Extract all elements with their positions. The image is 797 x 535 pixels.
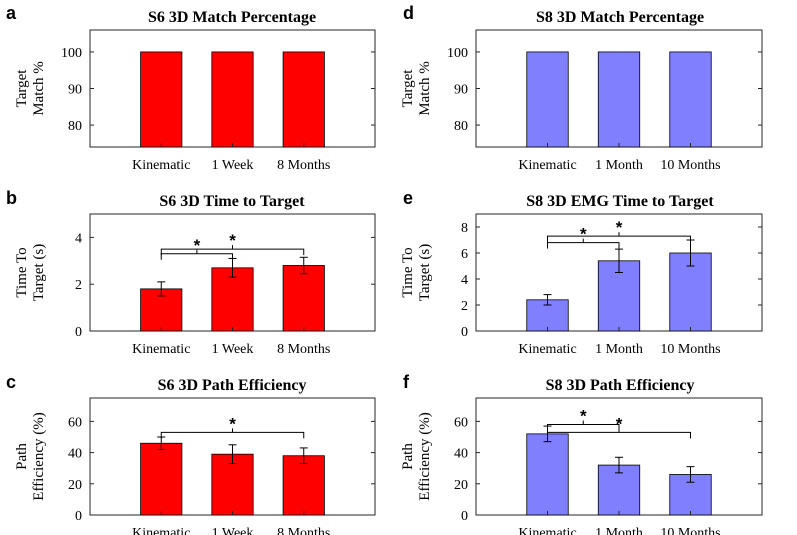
x-tick-label: Kinematic: [132, 526, 190, 535]
bar-kinematic: [526, 433, 569, 516]
significance-star: *: [229, 414, 236, 433]
bar-8-months: [282, 51, 325, 148]
y-axis-label-line: Time To: [14, 247, 30, 297]
y-tick-label: 6: [461, 247, 468, 262]
x-tick-label: 1 Month: [595, 526, 643, 535]
y-axis-label-line: Path: [400, 443, 416, 470]
y-axis-label-line: Target: [400, 69, 416, 108]
panel-letter: e: [403, 188, 413, 208]
y-tick-label: 100: [61, 46, 82, 61]
y-axis-label-line: Path: [14, 443, 30, 470]
y-tick-label: 80: [68, 119, 82, 134]
chart-panel-b: b S6 3D Time to Target Time ToTarget (s) 0 2…: [6, 188, 376, 357]
x-tick-label: 10 Months: [660, 158, 720, 173]
y-axis-label-line: Time To: [400, 247, 416, 297]
y-axis-label-line: Target (s): [31, 244, 47, 301]
y-axis-label-line: Efficiency (%): [31, 412, 47, 500]
chart-panel-c: c S6 3D Path Efficiency PathEfficiency (%)…: [6, 372, 376, 535]
significance-star: *: [229, 231, 236, 250]
x-tick-label: Kinematic: [518, 158, 576, 173]
y-tick-label: 90: [454, 83, 468, 98]
chart-panel-d: d S8 3D Match Percentage TargetMatch % 80 90…: [400, 3, 763, 173]
panel-letter: d: [403, 3, 414, 23]
bar-10-months: [669, 51, 712, 148]
chart-panel-a: a S6 3D Match Percentage TargetMatch % 80 90…: [6, 3, 376, 173]
x-tick-label: 1 Month: [595, 342, 643, 357]
y-axis-label: PathEfficiency (%): [400, 412, 433, 500]
bar-8-months: [282, 455, 325, 516]
bar-kinematic: [526, 51, 569, 148]
y-axis-label: Time ToTarget (s): [14, 244, 47, 301]
x-tick-label: 8 Months: [277, 342, 330, 357]
x-tick-label: 1 Week: [212, 526, 254, 535]
y-tick-label: 0: [75, 509, 82, 524]
chart-title: S8 3D Match Percentage: [536, 9, 704, 26]
y-tick-label: 4: [461, 273, 468, 288]
x-tick-label: Kinematic: [132, 342, 190, 357]
x-tick-label: 10 Months: [660, 526, 720, 535]
chart-panel-e: e S8 3D EMG Time to Target Time ToTarget (…: [400, 188, 763, 357]
y-tick-label: 40: [68, 447, 82, 462]
x-tick-label: Kinematic: [518, 526, 576, 535]
bar-1-week: [211, 51, 254, 148]
y-tick-label: 0: [461, 325, 468, 340]
y-tick-label: 2: [75, 278, 82, 293]
panel-letter: b: [6, 188, 17, 208]
chart-title: S8 3D EMG Time to Target: [526, 193, 714, 210]
y-tick-label: 0: [461, 509, 468, 524]
panel-letter: a: [6, 3, 17, 23]
significance-star: *: [580, 407, 587, 426]
y-axis-label-line: Target (s): [417, 244, 433, 301]
x-tick-label: 8 Months: [277, 526, 330, 535]
y-tick-label: 2: [461, 299, 468, 314]
y-axis-label-line: Match %: [417, 61, 433, 116]
significance-star: *: [580, 225, 587, 244]
y-tick-label: 100: [447, 46, 468, 61]
y-tick-label: 60: [454, 415, 468, 430]
x-tick-label: 10 Months: [660, 342, 720, 357]
bar-1-week: [211, 453, 254, 516]
y-axis-label-line: Efficiency (%): [417, 412, 433, 500]
y-tick-label: 8: [461, 221, 468, 236]
bar-1-month: [597, 51, 641, 148]
chart-title: S6 3D Path Efficiency: [158, 377, 307, 394]
chart-title: S6 3D Time to Target: [159, 193, 305, 210]
y-tick-label: 4: [75, 231, 82, 246]
x-tick-label: 1 Week: [212, 342, 254, 357]
y-tick-label: 60: [68, 415, 82, 430]
panel-letter: f: [403, 372, 410, 392]
y-axis-label-line: Target: [14, 69, 30, 108]
y-axis-label-line: Match %: [31, 61, 47, 116]
y-tick-label: 80: [454, 119, 468, 134]
y-axis-label: PathEfficiency (%): [14, 412, 47, 500]
y-axis-label: Time ToTarget (s): [400, 244, 433, 301]
significance-star: *: [616, 218, 623, 237]
chart-panel-f: f S8 3D Path Efficiency PathEfficiency (%)…: [400, 372, 763, 535]
bar-kinematic: [140, 442, 183, 516]
bar-8-months: [282, 265, 325, 332]
y-tick-label: 90: [68, 83, 82, 98]
y-axis-label: TargetMatch %: [400, 61, 433, 116]
y-axis-label: TargetMatch %: [14, 61, 47, 116]
chart-title: S6 3D Match Percentage: [148, 9, 316, 26]
panel-letter: c: [6, 372, 16, 392]
x-tick-label: 1 Week: [212, 158, 254, 173]
x-tick-label: 1 Month: [595, 158, 643, 173]
x-tick-label: Kinematic: [518, 342, 576, 357]
y-tick-label: 20: [68, 478, 82, 493]
significance-star: *: [194, 236, 201, 255]
bar-kinematic: [140, 51, 183, 148]
y-tick-label: 40: [454, 447, 468, 462]
y-tick-label: 20: [454, 478, 468, 493]
y-tick-label: 0: [75, 325, 82, 340]
x-tick-label: 8 Months: [277, 158, 330, 173]
chart-title: S8 3D Path Efficiency: [546, 377, 695, 394]
significance-star: *: [616, 414, 623, 433]
x-tick-label: Kinematic: [132, 158, 190, 173]
